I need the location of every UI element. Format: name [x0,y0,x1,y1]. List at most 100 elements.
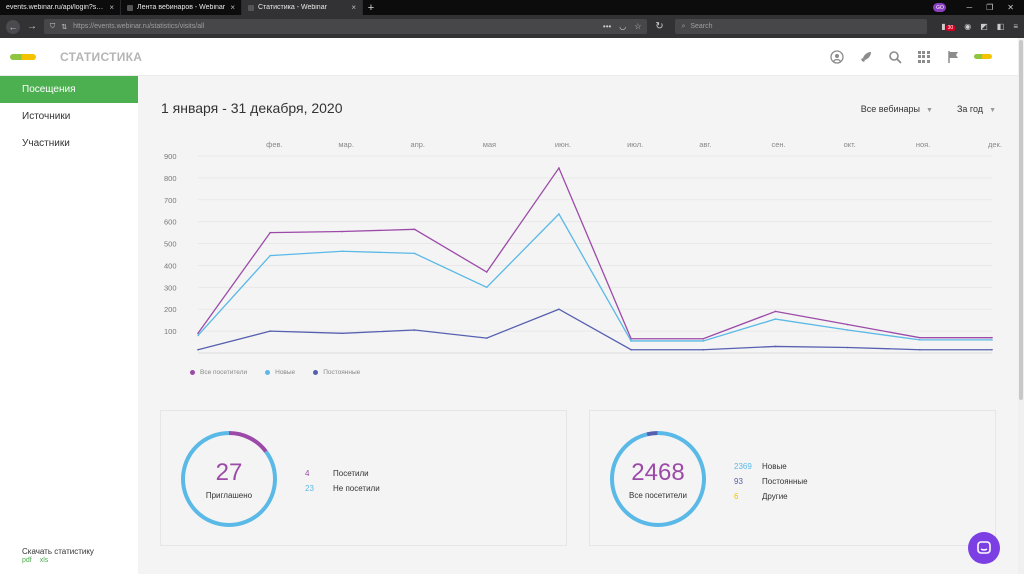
legend-item-returning[interactable]: Постоянные [313,369,360,376]
page-scrollbar[interactable] [1018,38,1024,574]
y-tick-label: 200 [164,305,177,314]
screenshot-icon[interactable]: ◩ [980,22,988,31]
series-point [197,348,199,351]
stat-label: Не посетили [333,484,380,493]
stat-value: 23 [305,484,314,493]
flag-icon[interactable] [945,49,960,64]
x-tick-label: июл. [627,140,643,149]
series-point [630,348,632,351]
extension-icon[interactable]: ▮ 30 [941,22,956,31]
account-logo[interactable] [974,54,992,59]
forward-button[interactable]: → [26,21,37,32]
series-line-2 [197,308,992,351]
invited-stats: 4 Посетили 23 Не посетили [305,466,380,496]
series-point [485,286,488,289]
search-bar[interactable]: ⌕ Search [675,19,928,34]
close-window-icon[interactable]: ✕ [1007,3,1014,12]
invited-total: 27 [215,459,243,486]
stat-value: 93 [734,477,743,486]
x-tick-label: дек. [988,140,1002,149]
y-tick-label: 600 [164,218,177,227]
bookmark-star-icon[interactable]: ☆ [634,22,642,31]
series-point [558,308,560,311]
x-tick-label: окт. [844,140,856,149]
x-tick-label: апр. [411,140,426,149]
extensions: ▮ 30 ◉ ◩ ◧ ≡ [941,22,1018,31]
new-tab-button[interactable]: + [367,1,375,14]
sidebar-item-participants[interactable]: Участники [22,138,70,149]
period-filter-dropdown[interactable]: За год ▼ [957,104,996,114]
support-icon[interactable] [829,49,844,64]
browser-tab-login[interactable]: events.webinar.ru/api/login?sessi × [0,0,121,15]
visitors-label: Все посетители [629,491,687,500]
chevron-down-icon: ▼ [926,107,933,114]
search-icon[interactable] [887,49,902,64]
pocket-icon[interactable]: ◡ [619,22,627,31]
search-icon: ⌕ [681,22,686,30]
x-tick-label: ноя. [916,140,930,149]
close-icon[interactable]: × [351,3,356,12]
legend-label: Все посетители [200,369,248,376]
reload-button[interactable]: ↻ [655,21,664,32]
url-bar[interactable]: ⛉ ⇅ https://events.webinar.ru/statistics… [43,19,648,34]
legend-label: Новые [275,369,296,376]
restore-icon[interactable]: ❐ [986,3,994,12]
series-point [991,339,993,341]
invited-card: 27 Приглашено 4 Посетили 23 Не посетили [160,410,567,546]
stat-row-attended: 4 Посетили [305,466,380,481]
browser-tab-statistics[interactable]: Статистика - Webinar × [242,0,363,15]
series-point [919,336,921,339]
addon-icon[interactable]: ◉ [964,22,972,31]
back-button[interactable]: ← [6,19,20,34]
download-xls-link[interactable]: xls [39,557,49,564]
stat-label: Другие [762,492,788,501]
webinars-filter-dropdown[interactable]: Все вебинары ▼ [861,104,933,114]
series-point [269,254,271,257]
y-tick-label: 700 [164,196,177,205]
shield-icon[interactable]: ⛉ [49,22,56,30]
y-tick-label: 900 [164,152,177,161]
minimize-icon[interactable]: ─ [966,3,973,12]
info-icon[interactable]: ⇅ [61,23,68,31]
series-point [341,332,344,335]
window-controls: GO ─ ❐ ✕ [933,0,1024,15]
x-tick-label: авг. [699,140,711,149]
close-icon[interactable]: × [109,3,114,12]
legend-item-new[interactable]: Новые [265,369,295,376]
date-range: 1 января - 31 декабря, 2020 [161,100,343,116]
tab-label: Статистика - Webinar [258,4,327,11]
rocket-icon[interactable] [858,49,873,64]
stat-row-not-attended: 23 Не посетили [305,481,380,496]
series-point [774,318,777,320]
series-point [702,337,705,340]
stat-row-other: 6 Другие [734,489,808,504]
main-content: 1 января - 31 декабря, 2020 Все вебинары… [138,76,1018,574]
series-point [774,310,777,313]
stat-value: 2369 [734,462,752,471]
series-point [846,346,849,349]
menu-icon[interactable]: ≡ [1013,22,1018,31]
series-point [558,213,560,215]
tab-label: Лента вебинаров - Webinar [137,4,226,11]
y-tick-label: 300 [164,283,177,292]
series-line-1 [197,212,992,342]
download-pdf-link[interactable]: pdf [22,557,32,564]
scrollbar-thumb[interactable] [1019,40,1023,400]
stat-label: Посетили [333,469,369,478]
chat-widget-button[interactable] [968,532,1000,564]
url-text[interactable]: https://events.webinar.ru/statistics/vis… [73,23,205,30]
container-icon[interactable]: ◧ [996,22,1005,31]
download-stats-label: Скачать статистику [22,547,94,556]
more-icon[interactable]: ••• [602,22,612,31]
favicon-icon [127,4,133,11]
series-point [197,334,199,337]
sidebar-item-sources[interactable]: Источники [22,111,71,122]
profile-badge[interactable]: GO [933,3,947,12]
webinar-logo[interactable] [10,53,36,60]
legend-item-all[interactable]: Все посетители [190,369,247,376]
visitors-stats: 2369 Новые 93 Постоянные 6 Другие [734,459,808,504]
sidebar-item-visits[interactable]: Посещения [0,76,138,103]
browser-tab-feed[interactable]: Лента вебинаров - Webinar × [121,0,242,15]
apps-grid-icon[interactable] [916,49,931,64]
close-icon[interactable]: × [230,3,235,12]
